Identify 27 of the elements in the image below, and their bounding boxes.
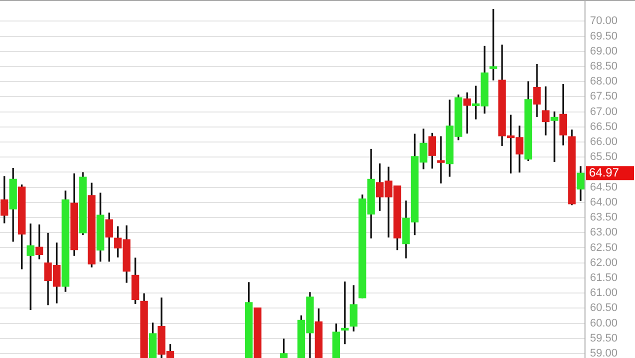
y-tick-label: 59.00 [590, 348, 618, 358]
y-tick-label: 68.00 [590, 76, 618, 88]
candlestick [550, 111, 558, 162]
y-tick-label: 64.00 [590, 196, 618, 208]
y-tick-label: 66.00 [590, 136, 618, 148]
y-tick-label: 60.50 [590, 302, 618, 314]
y-tick-label: 63.00 [590, 226, 618, 239]
y-tick-label: 67.50 [590, 90, 618, 103]
y-tick-label: 62.50 [590, 242, 618, 254]
y-tick-label: 67.00 [590, 106, 618, 118]
candlestick [254, 308, 262, 358]
candlestick [26, 224, 34, 310]
y-tick-label: 60.00 [590, 317, 618, 330]
y-tick-label: 65.50 [590, 151, 618, 164]
y-tick-label: 59.50 [590, 332, 618, 344]
y-tick-label: 69.00 [590, 45, 618, 58]
y-tick-label: 69.50 [590, 30, 618, 42]
y-tick-label: 70.00 [590, 15, 618, 28]
y-tick-label: 61.50 [590, 272, 618, 284]
y-tick-label: 68.50 [590, 60, 618, 72]
y-tick-label: 61.00 [590, 287, 618, 300]
y-tick-label: 66.50 [590, 120, 618, 133]
y-tick-label: 62.00 [590, 256, 618, 269]
y-tick-label: 64.50 [590, 181, 618, 194]
candlestick [437, 136, 445, 184]
text: 64.97 [589, 165, 620, 180]
y-tick-label: 63.50 [590, 212, 618, 224]
